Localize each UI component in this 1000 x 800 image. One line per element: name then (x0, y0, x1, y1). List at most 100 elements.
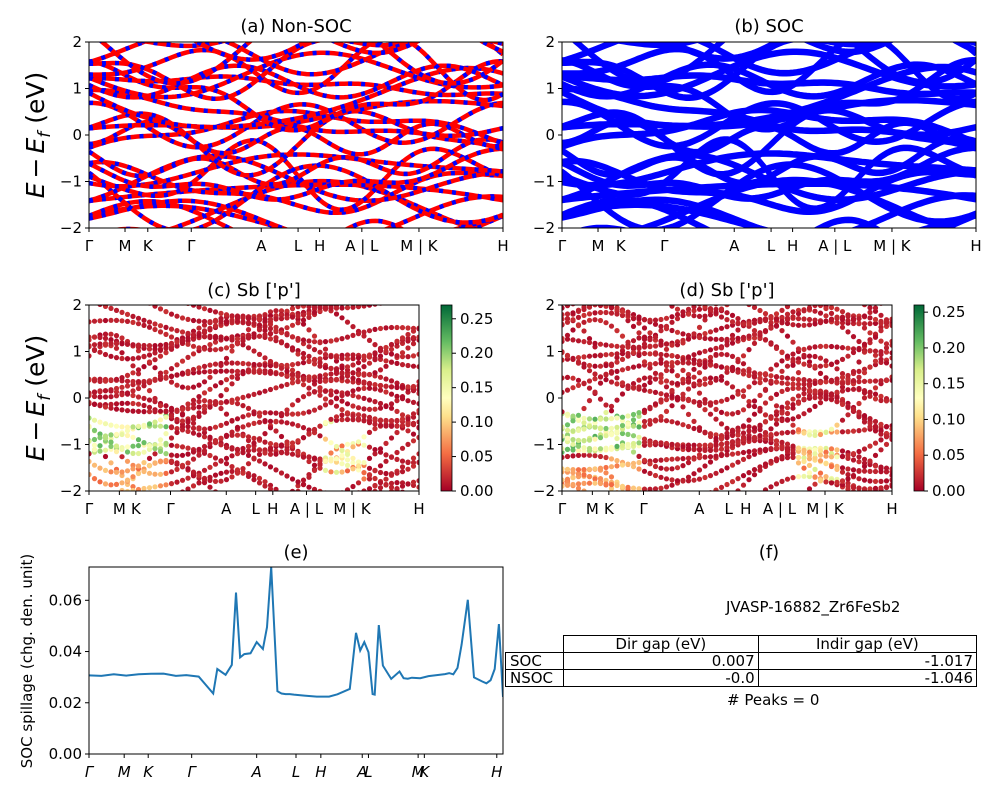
projection-point (383, 418, 389, 424)
projection-point (378, 489, 383, 491)
projection-point (416, 451, 419, 457)
projection-point (185, 428, 191, 434)
projection-point (807, 305, 812, 307)
projection-point (124, 311, 131, 317)
projection-point (603, 352, 609, 358)
projection-point (801, 447, 807, 453)
projection-point (322, 351, 329, 358)
projection-point (740, 393, 747, 399)
projection-point (581, 405, 587, 412)
projection-point (394, 449, 400, 456)
projection-point (680, 391, 686, 397)
projection-point (212, 383, 219, 389)
projection-point (102, 433, 109, 439)
projection-point (163, 424, 169, 430)
panel-e: (e) 0.000.020.040.06 Γ M K Γ A L H AL MK H SOC sp… (18, 542, 504, 781)
projection-point (696, 467, 703, 473)
projection-point (212, 347, 219, 353)
band-line (665, 42, 976, 62)
projection-point (119, 454, 125, 460)
projection-point (372, 421, 378, 427)
projection-point (278, 383, 285, 389)
projection-point (300, 312, 307, 318)
projection-point (702, 331, 708, 337)
projection-point (724, 352, 730, 358)
projection-point (141, 422, 147, 428)
projection-point (729, 364, 736, 370)
projection-point (872, 320, 879, 326)
projection-point (647, 379, 653, 385)
projection-point (91, 389, 98, 395)
x-tick-label: M (586, 500, 599, 518)
projection-point (806, 353, 813, 359)
projection-point (278, 365, 285, 371)
projection-point (597, 480, 604, 487)
projection-point (773, 345, 780, 351)
projection-point (378, 289, 383, 294)
projection-point (339, 407, 345, 413)
projection-point (377, 422, 384, 428)
projection-point (663, 346, 670, 352)
projection-point (658, 360, 664, 366)
projection-point (356, 290, 361, 295)
projection-point (147, 495, 152, 500)
projection-point (273, 335, 279, 341)
projection-point (768, 366, 774, 372)
projection-point (889, 363, 892, 369)
projection-point (344, 352, 351, 358)
projection-point (713, 363, 719, 369)
projection-point (713, 309, 719, 315)
projection-point (724, 324, 730, 330)
projection-point (889, 377, 892, 383)
projection-point (251, 348, 257, 354)
projection-point (691, 456, 697, 462)
projection-point (328, 338, 334, 344)
projection-point (361, 488, 367, 491)
projection-point (350, 444, 356, 450)
projection-point (872, 358, 879, 364)
projection-point (410, 411, 417, 417)
projection-point (795, 414, 802, 420)
band-line (571, 42, 976, 86)
projection-point (317, 359, 323, 366)
projection-point (196, 305, 202, 310)
projection-point (586, 362, 593, 369)
projection-point (229, 432, 235, 438)
projection-point (130, 285, 135, 290)
projection-point (614, 311, 620, 317)
projection-point (251, 477, 257, 483)
projection-point (669, 503, 674, 508)
projection-point (685, 478, 692, 484)
projection-point (592, 416, 598, 422)
projection-point (416, 434, 419, 440)
projection-point (223, 355, 230, 361)
projection-point (284, 407, 290, 413)
projection-point (768, 373, 774, 379)
projection-point (323, 519, 328, 524)
projection-point (103, 493, 108, 498)
projection-point (306, 431, 312, 437)
projection-point (289, 347, 296, 353)
projection-point (768, 458, 774, 464)
projection-point (146, 397, 153, 403)
projection-point (207, 496, 212, 501)
projection-point (867, 468, 873, 474)
band-line (562, 146, 976, 202)
projection-point (344, 451, 351, 457)
projection-point (883, 465, 890, 471)
projection-point (707, 433, 714, 440)
projection-point (707, 473, 714, 479)
projection-point (92, 290, 97, 295)
projection-point (328, 388, 334, 394)
projection-point (801, 386, 807, 392)
projection-point (179, 384, 186, 390)
projection-point (295, 373, 301, 380)
projection-point (575, 485, 582, 491)
projection-point (108, 405, 114, 411)
projection-point (669, 521, 674, 526)
projection-point (724, 444, 730, 451)
projection-point (300, 425, 307, 431)
projection-point (168, 413, 175, 419)
projection-point (361, 305, 367, 309)
